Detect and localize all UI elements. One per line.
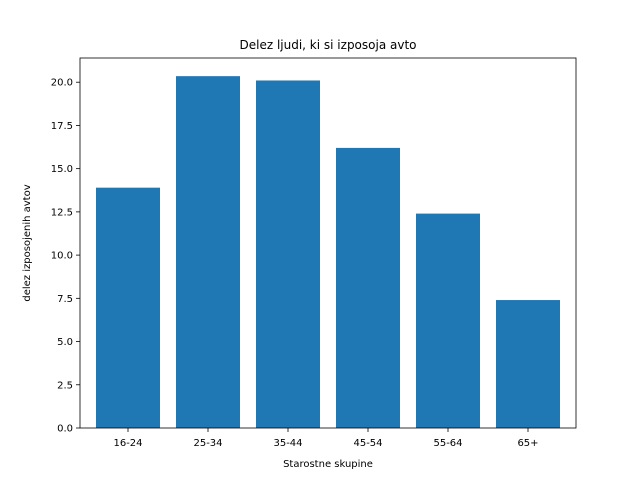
y-tick-label: 5.0 — [57, 337, 73, 348]
x-tick-label: 55-64 — [433, 438, 462, 449]
bars — [96, 76, 560, 429]
y-tick-label: 15.0 — [51, 164, 73, 175]
chart-title: Delez ljudi, ki si izposoja avto — [240, 38, 417, 52]
y-tick-label: 0.0 — [57, 424, 73, 435]
y-axis-ticks: 0.0 2.5 5.0 7.5 10.0 12.5 15.0 17.5 20.0 — [51, 78, 80, 435]
bar-35-44 — [256, 80, 320, 429]
x-axis-ticks: 16-24 25-34 35-44 45-54 55-64 65+ — [113, 428, 539, 449]
x-axis-label: Starostne skupine — [283, 459, 373, 470]
y-tick-label: 20.0 — [51, 78, 73, 89]
y-tick-label: 10.0 — [51, 251, 73, 262]
y-tick-label: 2.5 — [57, 380, 73, 391]
y-tick-label: 7.5 — [57, 294, 73, 305]
bar-16-24 — [96, 187, 160, 428]
y-tick-label: 12.5 — [51, 207, 73, 218]
y-axis-label: delez izposojenih avtov — [22, 184, 33, 301]
x-tick-label: 45-54 — [353, 438, 382, 449]
x-tick-label: 65+ — [517, 438, 538, 449]
bar-65+ — [496, 300, 560, 428]
x-tick-label: 35-44 — [273, 438, 302, 449]
plot-area-frame — [79, 57, 577, 429]
bar-55-64 — [416, 213, 480, 428]
bar-25-34 — [176, 76, 240, 428]
y-tick-label: 17.5 — [51, 121, 73, 132]
x-tick-label: 25-34 — [193, 438, 222, 449]
x-tick-label: 16-24 — [113, 438, 142, 449]
bar-45-54 — [336, 147, 400, 428]
